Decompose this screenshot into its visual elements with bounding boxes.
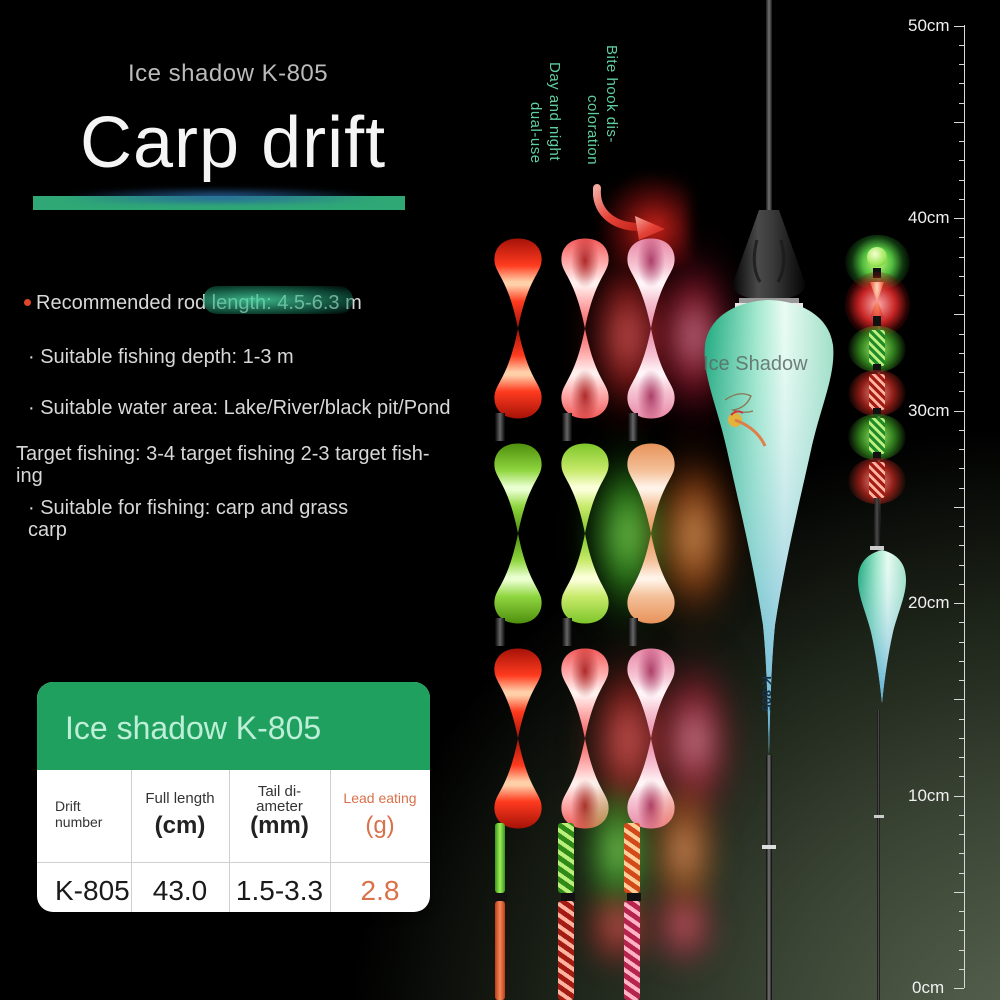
svg-text:Ice Shadow: Ice Shadow bbox=[703, 353, 808, 375]
svg-text:K-805: K-805 bbox=[759, 676, 774, 711]
